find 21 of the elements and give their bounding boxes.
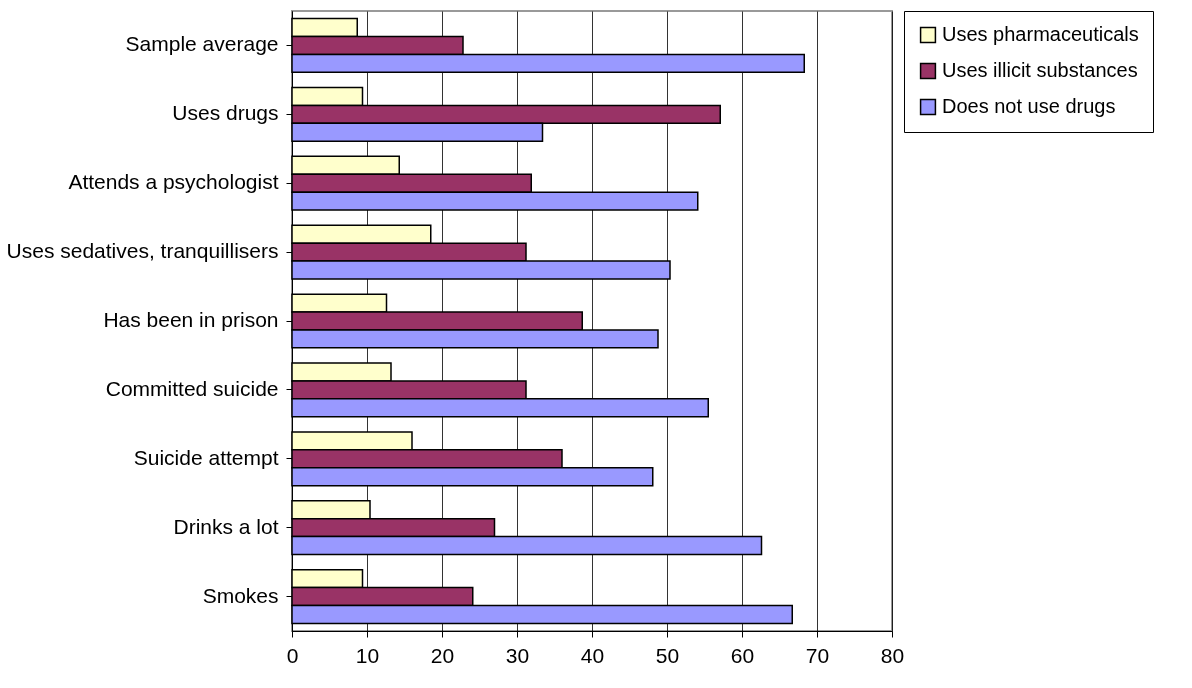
legend-label: Uses pharmaceuticals bbox=[942, 23, 1139, 45]
y-tick-label: Committed suicide bbox=[105, 376, 279, 400]
x-tick-label: 0 bbox=[286, 643, 299, 667]
x-tick-label: 80 bbox=[880, 643, 905, 667]
y-tick-label: Attends a psychologist bbox=[68, 170, 279, 194]
x-tick-label: 50 bbox=[655, 643, 680, 667]
y-tick-label: Has been in prison bbox=[103, 308, 279, 331]
x-tick-label: 20 bbox=[430, 643, 455, 667]
y-tick-label: Smokes bbox=[202, 583, 279, 607]
legend-label: Does not use drugs bbox=[942, 95, 1116, 117]
x-tick-label: 30 bbox=[505, 643, 530, 667]
y-tick-label: Suicide attempt bbox=[133, 445, 279, 469]
y-tick-label: Sample average bbox=[125, 32, 279, 56]
y-tick-label: Drinks a lot bbox=[173, 514, 279, 538]
y-tick-label: Uses sedatives, tranquillisers bbox=[6, 239, 279, 263]
x-tick-label: 10 bbox=[355, 643, 380, 667]
legend-label: Uses illicit substances bbox=[942, 59, 1138, 81]
x-tick-label: 40 bbox=[580, 643, 605, 667]
x-tick-label: 60 bbox=[730, 643, 755, 667]
x-tick-label: 70 bbox=[805, 643, 830, 667]
y-tick-label: Uses drugs bbox=[172, 101, 279, 125]
